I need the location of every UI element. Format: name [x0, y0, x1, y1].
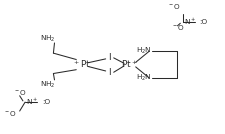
Text: $^-$O: $^-$O — [166, 1, 180, 11]
Text: N$^+$: N$^+$ — [184, 17, 196, 27]
Text: NH$_2$: NH$_2$ — [40, 34, 56, 44]
Text: Pt$^+$: Pt$^+$ — [121, 59, 138, 70]
Text: H$_2$N: H$_2$N — [136, 46, 151, 56]
Text: $^-$O: $^-$O — [13, 88, 27, 97]
Text: :O: :O — [199, 19, 207, 25]
Text: $^-$O: $^-$O — [3, 109, 16, 118]
Text: $^+$Pt: $^+$Pt — [72, 59, 91, 70]
Text: $^-$O: $^-$O — [171, 23, 185, 32]
Text: N$^+$: N$^+$ — [26, 97, 38, 107]
Text: NH$_2$: NH$_2$ — [40, 80, 56, 90]
Text: :O: :O — [43, 99, 51, 105]
Text: I: I — [108, 68, 111, 77]
Text: I: I — [108, 53, 111, 62]
Text: H$_2$N: H$_2$N — [136, 73, 151, 83]
